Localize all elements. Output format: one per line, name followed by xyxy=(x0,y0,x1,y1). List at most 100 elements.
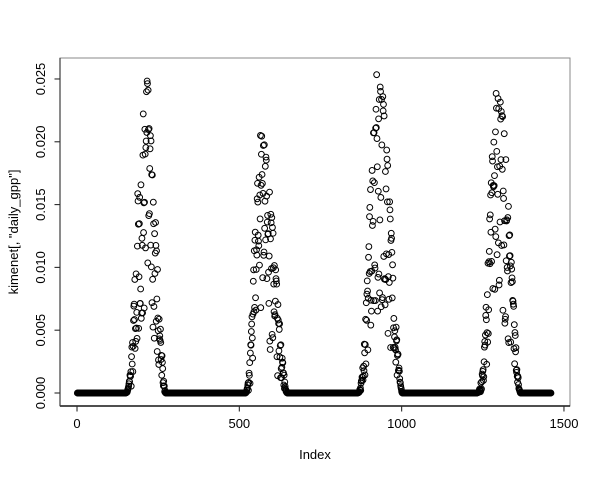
data-point xyxy=(157,325,164,333)
data-point xyxy=(357,384,364,392)
data-point xyxy=(255,237,262,245)
data-point xyxy=(386,215,394,223)
data-point xyxy=(512,348,519,356)
data-point xyxy=(144,80,151,88)
data-point xyxy=(367,186,374,193)
data-point xyxy=(245,379,253,386)
data-point xyxy=(257,132,264,139)
data-point xyxy=(510,321,518,329)
data-point xyxy=(265,300,273,307)
data-point xyxy=(506,231,514,239)
data-point xyxy=(246,379,254,387)
data-point xyxy=(396,375,404,383)
data-point xyxy=(490,182,498,190)
data-point xyxy=(377,303,385,311)
data-point xyxy=(504,214,512,221)
data-point xyxy=(387,229,395,237)
data-point xyxy=(142,137,150,145)
data-point xyxy=(507,338,515,346)
data-point xyxy=(483,360,491,368)
data-point xyxy=(267,210,275,218)
data-point xyxy=(361,341,369,348)
data-point xyxy=(278,354,286,362)
data-point xyxy=(274,301,282,308)
data-point xyxy=(141,198,148,206)
data-point xyxy=(371,264,379,272)
data-point xyxy=(485,248,493,255)
data-point xyxy=(276,320,283,328)
x-tick-label: 1000 xyxy=(387,416,416,431)
data-point xyxy=(497,156,505,164)
data-point xyxy=(276,342,284,349)
data-point xyxy=(140,199,148,207)
data-point xyxy=(260,141,268,149)
x-tick-label: 500 xyxy=(228,416,250,431)
data-point xyxy=(147,137,155,145)
data-point xyxy=(500,241,508,249)
data-point xyxy=(394,351,402,358)
data-point xyxy=(370,179,378,187)
data-point xyxy=(364,287,371,295)
data-point xyxy=(373,163,381,171)
data-point xyxy=(508,265,516,273)
data-point xyxy=(489,157,496,165)
data-point xyxy=(133,335,141,342)
data-point xyxy=(245,369,253,377)
data-point xyxy=(256,261,263,269)
data-point xyxy=(259,274,267,282)
data-point xyxy=(271,311,279,318)
data-point xyxy=(395,367,403,375)
y-axis-title: kimenet[, "daily_gpp"] xyxy=(6,170,21,295)
data-point xyxy=(160,377,168,385)
data-point xyxy=(363,290,371,298)
data-point xyxy=(383,198,391,206)
data-point xyxy=(252,266,260,273)
data-point xyxy=(260,248,268,256)
data-point xyxy=(138,234,146,242)
data-point xyxy=(507,279,515,286)
x-axis: 0 500 1000 1500 xyxy=(60,405,578,431)
data-point xyxy=(150,334,158,342)
y-tick-label: 0.025 xyxy=(33,63,48,96)
data-point xyxy=(508,274,516,282)
data-point xyxy=(131,316,138,323)
data-point xyxy=(269,229,277,237)
data-point xyxy=(507,258,515,266)
data-point xyxy=(272,266,280,274)
data-point xyxy=(383,155,391,163)
data-point xyxy=(376,216,384,224)
data-point xyxy=(369,177,377,185)
data-point xyxy=(486,211,494,219)
data-point xyxy=(363,316,370,324)
data-point xyxy=(131,276,139,283)
data-point xyxy=(262,236,270,244)
data-point xyxy=(483,329,491,337)
data-point xyxy=(129,339,136,346)
data-point xyxy=(249,277,257,285)
data-point xyxy=(254,179,261,187)
data-point xyxy=(272,277,280,285)
data-point xyxy=(257,181,265,189)
data-point xyxy=(149,198,157,206)
data-point xyxy=(391,327,399,335)
data-point xyxy=(365,253,372,261)
data-point xyxy=(274,316,282,324)
data-point xyxy=(149,323,157,331)
data-point xyxy=(153,295,161,303)
data-point xyxy=(140,229,147,236)
data-point xyxy=(136,300,144,307)
data-point xyxy=(263,218,271,226)
data-point xyxy=(492,128,499,136)
data-point xyxy=(147,263,155,271)
data-point xyxy=(360,367,368,375)
data-point xyxy=(247,341,255,349)
data-point xyxy=(389,274,397,282)
data-point xyxy=(367,296,375,304)
y-tick-label: 0.020 xyxy=(33,126,48,159)
data-point xyxy=(256,215,264,223)
data-point xyxy=(256,191,264,199)
data-point xyxy=(250,266,258,274)
data-point xyxy=(129,368,137,375)
data-point xyxy=(135,220,143,228)
data-point xyxy=(357,386,365,394)
